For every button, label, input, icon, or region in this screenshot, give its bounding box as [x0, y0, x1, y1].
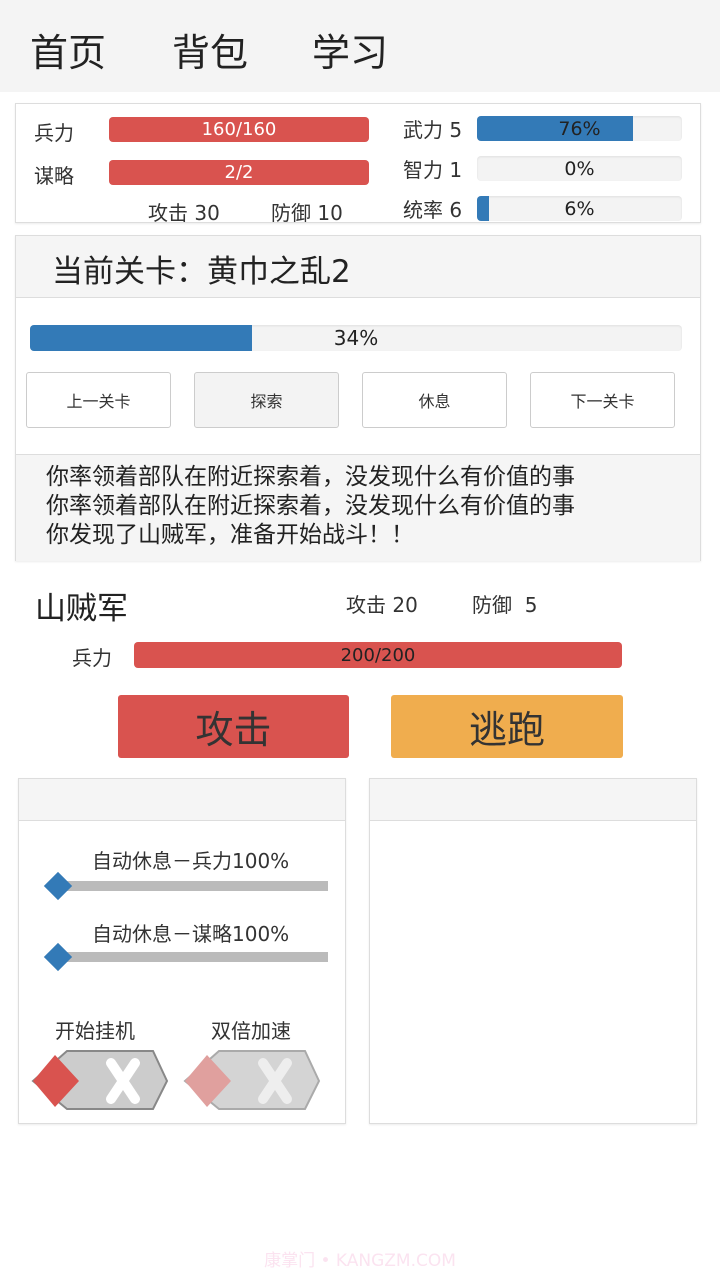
stage-progress-text: 34%: [333, 326, 379, 350]
log-line: 你发现了山贼军，准备开始战斗！！: [46, 522, 414, 548]
auto-idle-label: 开始挂机: [55, 1019, 135, 1043]
troops-value: 160/160: [201, 119, 277, 140]
double-speed-toggle[interactable]: [183, 1049, 323, 1113]
troops-label: 兵力: [34, 121, 74, 145]
tab-study[interactable]: 学习: [312, 31, 389, 75]
stat-percent: 6%: [564, 197, 595, 220]
watermark: 康掌门 • KANGZM.COM: [264, 1251, 456, 1271]
defense-stat: 防御 10: [271, 201, 343, 225]
player-status-panel: 兵力 160/160 谋略 2/2 攻击 30 防御 10 武力 5 76% 智力…: [15, 103, 701, 225]
prev-stage-button[interactable]: 上一关卡: [26, 372, 171, 428]
battle-log: 你率领着部队在附近探索着，没发现什么有价值的事 你率领着部队在附近探索着，没发现…: [16, 454, 700, 561]
auto-idle-toggle[interactable]: [31, 1049, 171, 1113]
next-stage-button[interactable]: 下一关卡: [530, 372, 675, 428]
auto-rest-troops-slider[interactable]: [57, 881, 328, 891]
troops-bar: 160/160: [109, 117, 369, 142]
auto-rest-strategy-label: 自动休息－谋略100%: [92, 922, 290, 946]
stat-bar: 76%: [477, 116, 682, 141]
explore-button[interactable]: 探索: [194, 372, 339, 428]
slider-handle[interactable]: [43, 942, 73, 972]
enemy-name: 山贼军: [35, 591, 128, 627]
auto-rest-strategy-slider[interactable]: [57, 952, 328, 962]
stage-progress-bar: 34%: [30, 325, 682, 351]
log-line: 你率领着部队在附近探索着，没发现什么有价值的事: [46, 464, 575, 490]
enemy-troops-label: 兵力: [72, 646, 112, 670]
enemy-troops-bar: 200/200: [134, 642, 622, 668]
slider-handle[interactable]: [43, 871, 73, 901]
stage-title: 当前关卡：黄巾之乱2: [52, 254, 351, 290]
double-speed-label: 双倍加速: [211, 1019, 291, 1043]
strategy-value: 2/2: [224, 162, 254, 183]
enemy-attack: 攻击 20: [346, 593, 418, 617]
top-nav: 首页 背包 学习: [0, 0, 720, 92]
attack-button[interactable]: 攻击: [118, 695, 349, 758]
stat-label: 统率 6: [403, 198, 463, 222]
stat-label: 智力 1: [403, 158, 463, 182]
enemy-troops-value: 200/200: [340, 644, 416, 666]
tab-home[interactable]: 首页: [30, 31, 107, 75]
auto-rest-troops-label: 自动休息－兵力100%: [92, 849, 290, 873]
stat-bar: 0%: [477, 156, 682, 181]
attack-stat: 攻击 30: [148, 201, 220, 225]
rest-button[interactable]: 休息: [362, 372, 507, 428]
settings-panel: 自动休息－兵力100% 自动休息－谋略100% 开始挂机 双倍加速: [18, 778, 346, 1124]
info-panel: [369, 778, 697, 1124]
log-line: 你率领着部队在附近探索着，没发现什么有价值的事: [46, 493, 575, 519]
stat-percent: 0%: [564, 157, 595, 180]
stat-bar: 6%: [477, 196, 682, 221]
strategy-label: 谋略: [34, 164, 74, 188]
tab-backpack[interactable]: 背包: [172, 31, 249, 75]
strategy-bar: 2/2: [109, 160, 369, 185]
flee-button[interactable]: 逃跑: [391, 695, 623, 758]
stat-label: 武力 5: [403, 118, 463, 142]
enemy-defense: 防御 5: [472, 593, 538, 617]
stat-percent: 76%: [558, 117, 601, 140]
stage-panel: 当前关卡：黄巾之乱2 34% 上一关卡 探索 休息 下一关卡 你率领着部队在附近…: [15, 235, 701, 561]
